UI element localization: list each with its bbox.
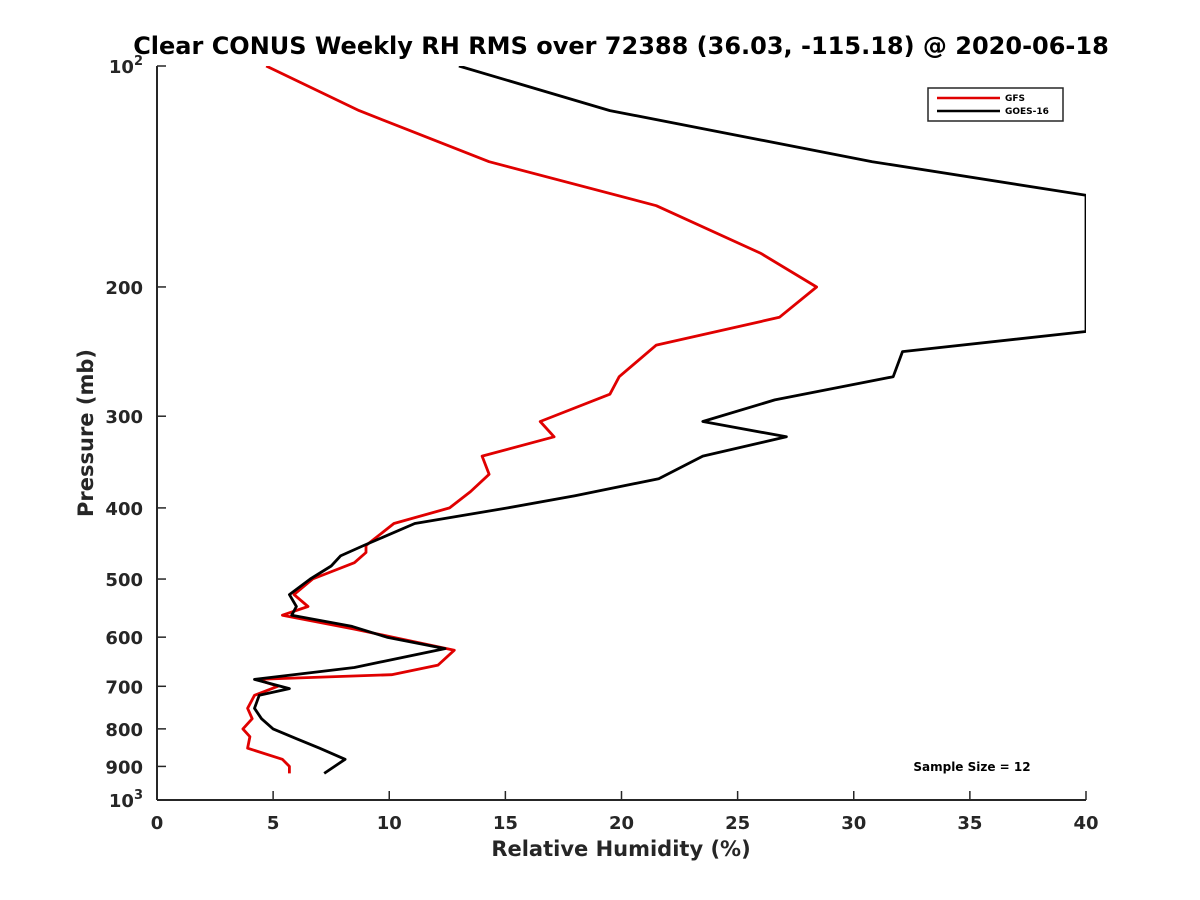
x-tick-label: 30	[841, 813, 866, 834]
y-tick-label: 200	[105, 278, 143, 299]
y-ticks: 102 200 300 400 500 600 700 800 900 103	[105, 54, 166, 812]
legend-box	[927, 87, 1064, 122]
series-lines	[241, 66, 1086, 775]
x-ticks: 0 5 10 15 20 25 30 35 40	[151, 791, 1099, 834]
y-tick-label: 400	[105, 499, 143, 520]
x-tick-label: 25	[725, 813, 750, 834]
axes	[156, 66, 1086, 801]
x-tick-label: 0	[151, 813, 164, 834]
y-tick-label: 102	[109, 54, 143, 78]
x-axis-title: Relative Humidity (%)	[491, 837, 750, 861]
x-tick-label: 10	[377, 813, 402, 834]
sample-size-note: Sample Size = 12	[913, 760, 1030, 774]
y-tick-label: 300	[105, 407, 143, 428]
chart-title: Clear CONUS Weekly RH RMS over 72388 (36…	[133, 32, 1109, 60]
y-tick-label: 900	[105, 757, 143, 778]
y-tick-label: 800	[105, 720, 143, 741]
x-tick-label: 20	[609, 813, 634, 834]
y-axis-title: Pressure (mb)	[74, 349, 98, 517]
legend-label-gfs: GFS	[1005, 94, 1025, 104]
y-tick-label: 600	[105, 628, 143, 649]
y-tick-label: 103	[109, 788, 143, 812]
series-line-goes-16	[253, 66, 1086, 775]
x-tick-label: 40	[1073, 813, 1098, 834]
x-tick-label: 35	[957, 813, 982, 834]
legend-label-goes-16: GOES-16	[1005, 107, 1049, 117]
series-line-gfs	[241, 66, 818, 774]
y-tick-label: 700	[105, 677, 143, 698]
legend: GFS GOES-16	[927, 87, 1064, 122]
x-tick-label: 15	[493, 813, 518, 834]
x-tick-label: 5	[267, 813, 280, 834]
y-tick-label: 500	[105, 570, 143, 591]
